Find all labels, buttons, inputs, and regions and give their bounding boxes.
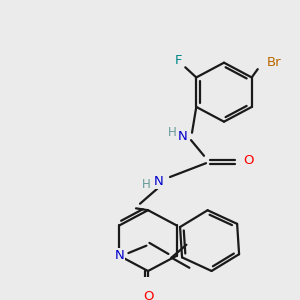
Text: N: N (154, 175, 164, 188)
Text: O: O (143, 290, 153, 300)
Text: N: N (115, 249, 124, 262)
Text: O: O (243, 154, 253, 167)
Text: N: N (178, 130, 188, 143)
Text: H: H (168, 126, 176, 139)
Text: Br: Br (266, 56, 281, 69)
Text: H: H (142, 178, 150, 191)
Text: F: F (175, 54, 182, 67)
